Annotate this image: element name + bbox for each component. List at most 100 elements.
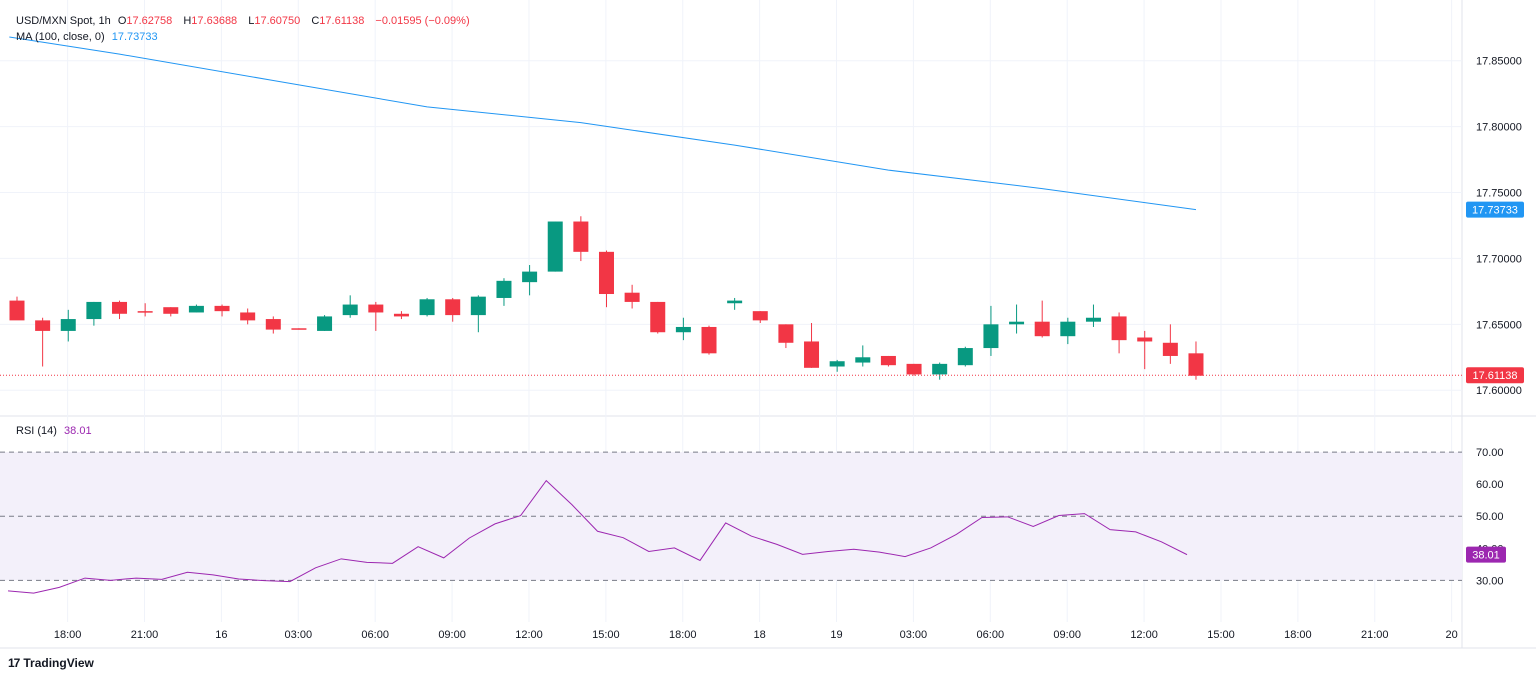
- y-tick-label: 17.85000: [1476, 56, 1522, 68]
- x-tick-label: 18: [754, 629, 766, 641]
- high-value: 17.63688: [191, 15, 238, 27]
- close-value: 17.61138: [319, 15, 365, 27]
- moving-average-line: [9, 36, 1197, 211]
- candle-body: [1085, 317, 1101, 322]
- candle-body: [1009, 321, 1025, 325]
- candle-body: [470, 296, 486, 316]
- candle-body: [1137, 337, 1153, 342]
- ma-line: [9, 36, 1197, 211]
- candle-body: [163, 307, 179, 314]
- candle-body: [573, 221, 589, 252]
- candle-body: [188, 305, 204, 313]
- candle-body: [496, 280, 512, 298]
- x-tick-label: 19: [830, 629, 842, 641]
- tradingview-logo-icon: 17: [8, 656, 20, 670]
- x-tick-label: 18:00: [669, 629, 697, 641]
- candle-body: [701, 326, 717, 354]
- candle-body: [829, 361, 845, 367]
- candle-body: [1111, 316, 1127, 341]
- y-tick-label: 17.60000: [1476, 385, 1522, 397]
- candle-body: [291, 328, 307, 330]
- candle-body: [1162, 342, 1178, 356]
- x-tick-label: 06:00: [977, 629, 1005, 641]
- candle-body: [804, 341, 820, 368]
- open-label: O: [117, 15, 127, 27]
- rsi-label: RSI (14): [16, 425, 57, 437]
- rsi-y-tick-label: 70.00: [1476, 447, 1504, 459]
- y-tick-label: 17.80000: [1476, 122, 1522, 134]
- x-tick-label: 03:00: [285, 629, 313, 641]
- high-label: H: [183, 15, 192, 27]
- low-value: 17.60750: [254, 15, 301, 27]
- candle-body: [445, 299, 461, 316]
- candle-body: [906, 363, 922, 375]
- candle-body: [240, 312, 256, 321]
- candle-body: [778, 324, 794, 343]
- x-tick-label: 16: [215, 629, 227, 641]
- candle-body: [752, 311, 768, 321]
- candle-body: [368, 304, 384, 313]
- candle-body: [1060, 321, 1076, 337]
- last-price-label: 17.61138: [1472, 370, 1517, 382]
- rsi-y-tick-label: 60.00: [1476, 479, 1504, 491]
- x-tick-label: 12:00: [515, 629, 543, 641]
- ma-price-label-bg: [1466, 201, 1524, 218]
- candle-body: [86, 301, 102, 320]
- candle-body: [60, 319, 76, 331]
- candle-body: [855, 357, 871, 363]
- tradingview-branding[interactable]: 17 TradingView: [8, 656, 94, 670]
- ma-price-label: 17.73733: [1472, 205, 1518, 217]
- candle-body: [547, 221, 563, 272]
- candle-body: [317, 316, 333, 331]
- rsi-legend: RSI (14) 38.01: [16, 425, 96, 437]
- ma-legend: MA (100, close, 0) 17.73733: [16, 31, 162, 43]
- change-value: −0.01595 (−0.09%): [375, 15, 470, 27]
- rsi-panel: [0, 451, 1462, 594]
- x-tick-label: 09:00: [1053, 629, 1081, 641]
- candle-body: [419, 299, 435, 316]
- candle-body: [35, 320, 51, 331]
- x-tick-label: 21:00: [1361, 629, 1389, 641]
- y-tick-label: 17.70000: [1476, 253, 1522, 265]
- candle-body: [675, 326, 691, 333]
- candlestick-series: [0, 216, 1462, 380]
- rsi-last-label-bg: [1466, 546, 1506, 563]
- candle-body: [880, 355, 896, 366]
- close-label: C: [311, 15, 320, 27]
- x-tick-label: 15:00: [592, 629, 620, 641]
- candle-body: [624, 292, 640, 302]
- candle-body: [393, 313, 409, 317]
- y-tick-label: 17.65000: [1476, 319, 1522, 331]
- candle-body: [932, 363, 948, 375]
- rsi-y-tick-label: 30.00: [1476, 575, 1504, 587]
- candle-body: [9, 300, 25, 321]
- ma-value: 17.73733: [111, 31, 158, 43]
- candle-body: [342, 304, 358, 316]
- x-tick-label: 09:00: [438, 629, 466, 641]
- last-price-label-bg: [1466, 367, 1524, 384]
- tradingview-logo-text: TradingView: [23, 656, 94, 670]
- x-tick-label: 06:00: [361, 629, 389, 641]
- candle-body: [265, 319, 281, 330]
- rsi-value: 38.01: [64, 425, 92, 437]
- candle-body: [1034, 321, 1050, 337]
- open-value: 17.62758: [126, 15, 173, 27]
- ohlc-legend: USD/MXN Spot, 1h O17.62758 H17.63688 L17…: [16, 15, 474, 27]
- x-tick-label: 18:00: [1284, 629, 1312, 641]
- ma-label: MA (100, close, 0): [16, 31, 105, 43]
- x-tick-label: 18:00: [54, 629, 82, 641]
- symbol-label: USD/MXN Spot, 1h: [16, 15, 111, 27]
- price-labels: 17.73733 17.61138 38.01: [1466, 201, 1524, 563]
- rsi-line: [7, 479, 1188, 594]
- candle-body: [650, 301, 666, 333]
- y-tick-label: 17.75000: [1476, 188, 1522, 200]
- x-tick-label: 15:00: [1207, 629, 1235, 641]
- candle-body: [598, 251, 614, 295]
- rsi-y-tick-label: 50.00: [1476, 511, 1504, 523]
- candle-body: [214, 305, 230, 312]
- x-tick-label: 12:00: [1130, 629, 1158, 641]
- candle-body: [522, 271, 538, 283]
- low-label: L: [248, 15, 255, 27]
- x-tick-label: 20: [1446, 629, 1458, 641]
